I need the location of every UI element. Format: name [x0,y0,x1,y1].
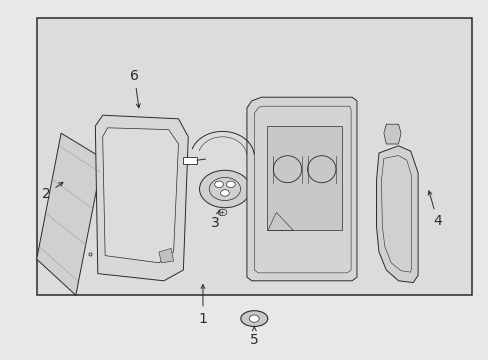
Text: 1: 1 [198,285,207,325]
Circle shape [220,190,229,196]
Polygon shape [383,124,400,144]
Polygon shape [159,248,173,263]
Text: 6: 6 [130,69,140,108]
Polygon shape [246,97,356,281]
Polygon shape [95,115,188,281]
Text: 5: 5 [249,327,258,347]
Circle shape [199,170,250,208]
Circle shape [249,315,259,322]
Text: 4: 4 [427,191,441,228]
Circle shape [214,181,223,188]
Polygon shape [37,133,102,295]
Bar [183,157,197,164]
Text: 3: 3 [210,211,220,230]
Ellipse shape [240,311,267,327]
FancyBboxPatch shape [266,126,342,230]
Text: 2: 2 [42,182,63,201]
Circle shape [226,181,235,188]
Polygon shape [102,128,178,263]
Polygon shape [376,146,417,283]
Bar [37,18,471,295]
